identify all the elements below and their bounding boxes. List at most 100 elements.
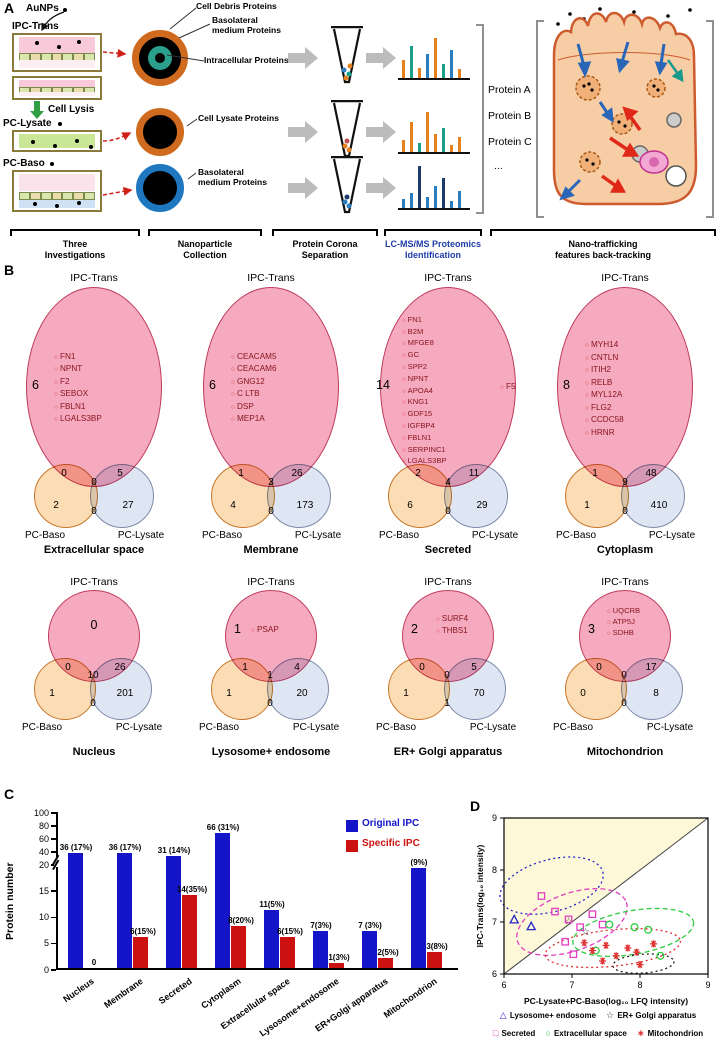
venn-region-count: 0	[445, 506, 451, 517]
venn-membrane: IPC-Trans 6 ○ CEACAM5 ○ CEACAM6 ○ GNG12 ○ C LTB ○ D…	[187, 272, 355, 562]
y-axis-tick-label: 80	[38, 820, 49, 831]
protein-item: ○ FN1	[54, 351, 76, 361]
x-tick-label: 7	[569, 980, 574, 990]
x-tick-label: 8	[637, 980, 642, 990]
legend-label: Specific IPC	[362, 838, 420, 849]
protein-marker-icon: ○	[585, 354, 589, 362]
protein-item: ○ SEBOX	[54, 389, 89, 398]
protein-marker-icon: ○	[402, 340, 406, 348]
protein-marker-icon: ○	[402, 399, 406, 407]
ipc-trans-ellipse	[26, 287, 162, 487]
protein-marker-icon: ○	[402, 387, 406, 395]
venn-protein-list: ○ FN1 ○ NPNT ○ F2 ○ SEBOX ○ FBLN1 ○ LGALS3BP	[54, 351, 102, 426]
spectrum-bar	[450, 50, 453, 78]
protein-item: ○ GDF15	[402, 409, 433, 419]
protein-item: ○ SURF4	[436, 614, 469, 623]
stage-label-line: features back-tracking	[554, 249, 652, 260]
stage-label-line: Identification	[405, 249, 461, 260]
tube-icon	[331, 26, 363, 84]
pc-baso-label: PC-Baso	[24, 530, 65, 541]
sample-label-pc-baso: PC-Baso	[3, 158, 45, 169]
cluster-ellipse	[516, 887, 628, 957]
stage-bracket	[272, 229, 378, 236]
venn-trans-count: 1	[234, 622, 241, 636]
nanoparticle-corona-baso	[136, 164, 184, 212]
protein-marker-icon: ○	[402, 363, 406, 371]
venn-region-count: 1	[444, 698, 450, 709]
svg-text:☆: ☆	[581, 927, 590, 938]
spectrum-bar	[402, 140, 405, 152]
stage-bracket	[148, 229, 262, 236]
identified-protein: Protein B	[488, 110, 532, 122]
venn-region-count: 0	[596, 662, 602, 673]
venn-title: Secreted	[424, 544, 472, 556]
bar-value-label: 36 (17%)	[108, 842, 142, 852]
protein-marker-icon: ○	[402, 316, 406, 324]
legend-item: □ Secreted	[492, 1028, 536, 1038]
protein-item: ○ F2	[54, 376, 70, 386]
x-category-label: Lysosome+endosome	[257, 976, 341, 1039]
protein-item: ○ NPNT	[402, 373, 429, 383]
venn-region-count: 0	[621, 670, 627, 681]
leader-line	[187, 172, 197, 180]
bar-specific-ipc	[182, 894, 197, 968]
bar-value-label: 6(15%)	[130, 926, 156, 936]
protein-item: ○ GNG12	[231, 376, 265, 386]
transwell-pc-lysate	[12, 130, 102, 152]
protein-marker-icon: ○	[402, 458, 406, 466]
spectrum-bar	[410, 193, 413, 208]
venn-region-count: 1	[226, 688, 232, 699]
bar-value-label: 7(3%)	[310, 921, 332, 931]
panel-d-label: D	[470, 798, 481, 814]
protein-marker-icon: ○	[251, 627, 255, 634]
spectrum-bar	[450, 145, 453, 152]
protein-item: ○ LGALS3BP	[402, 456, 447, 466]
pc-baso-circle	[34, 464, 98, 528]
identified-protein: Protein A	[488, 84, 531, 96]
bar-value-label: 66 (31%)	[206, 823, 240, 833]
protein-marker-icon: ○	[54, 416, 58, 423]
flow-arrow-icon	[288, 47, 318, 69]
spectrum-bar	[458, 137, 461, 152]
y-axis-tick-label: 0	[43, 964, 49, 975]
spectrum-bar	[434, 38, 437, 78]
sample-label-ipc-trans: IPC-Trans	[12, 21, 59, 32]
y-tick-label: 8	[492, 865, 497, 875]
venn-region-count: 0	[621, 698, 627, 709]
venn-title: Cytoplasm	[596, 544, 654, 556]
x-category-label: Extracellular space	[218, 976, 292, 1032]
venn-region-count: 1	[267, 670, 273, 681]
spectrum-bar	[434, 134, 437, 152]
np-annotation: Cell Lysate Proteins	[198, 113, 279, 123]
protein-item: ○ NPNT	[54, 364, 83, 373]
pc-lysate-label: PC-Lysate	[471, 530, 519, 541]
venn-secreted: IPC-Trans 14 ○ FN1 ○ B2M ○ MFGE8 ○ GC ○ SPP2 ○ NPNT ○ A…	[364, 272, 532, 562]
protein-marker-icon: ○	[585, 367, 589, 374]
transwell-incubated	[12, 76, 102, 100]
endosome-icon	[575, 75, 601, 101]
pc-lysate-circle	[90, 658, 152, 720]
protein-item: ○ ITIH2	[585, 365, 611, 374]
identified-protein: Protein C	[488, 136, 532, 148]
spectrum-bar	[402, 199, 405, 208]
pc-lysate-circle	[621, 658, 683, 720]
spectrum-bar	[426, 112, 429, 152]
transwell-ipc-trans	[12, 33, 102, 72]
identity-line	[503, 817, 709, 975]
flow-arrow-icon	[288, 121, 318, 143]
venn-region-count: 9	[622, 477, 628, 488]
venn-nucleus: IPC-Trans 0 0 10 26 1 0 201 PC-Baso PC-Lysate Nucl…	[10, 576, 178, 766]
protein-item: ○ MYH14	[585, 340, 619, 349]
venn-er-golgi-apparatus: IPC-Trans 2 ○ SURF4 ○ THBS1 0 0 5 1 1 70 PC-Baso PC-L…	[364, 576, 532, 766]
legend-item: ∗ Mitochondrion	[636, 1028, 704, 1038]
series-extracellular-space	[591, 920, 665, 960]
venn-ipc-trans-label: IPC-Trans	[601, 272, 649, 284]
protein-item: ○ UQCRB	[607, 606, 641, 615]
venn-title: Lysosome+ endosome	[211, 746, 331, 758]
y-axis-title: IPC-Trans(log₁₀ intensity)	[475, 844, 485, 947]
venn-region-count: 70	[473, 688, 485, 699]
bar-value-label: 8(20%)	[228, 916, 254, 925]
np-annotation: Cell Debris Proteins	[196, 1, 277, 11]
x-category-label: Secreted	[156, 976, 194, 1007]
panel-b-label: B	[4, 262, 15, 278]
